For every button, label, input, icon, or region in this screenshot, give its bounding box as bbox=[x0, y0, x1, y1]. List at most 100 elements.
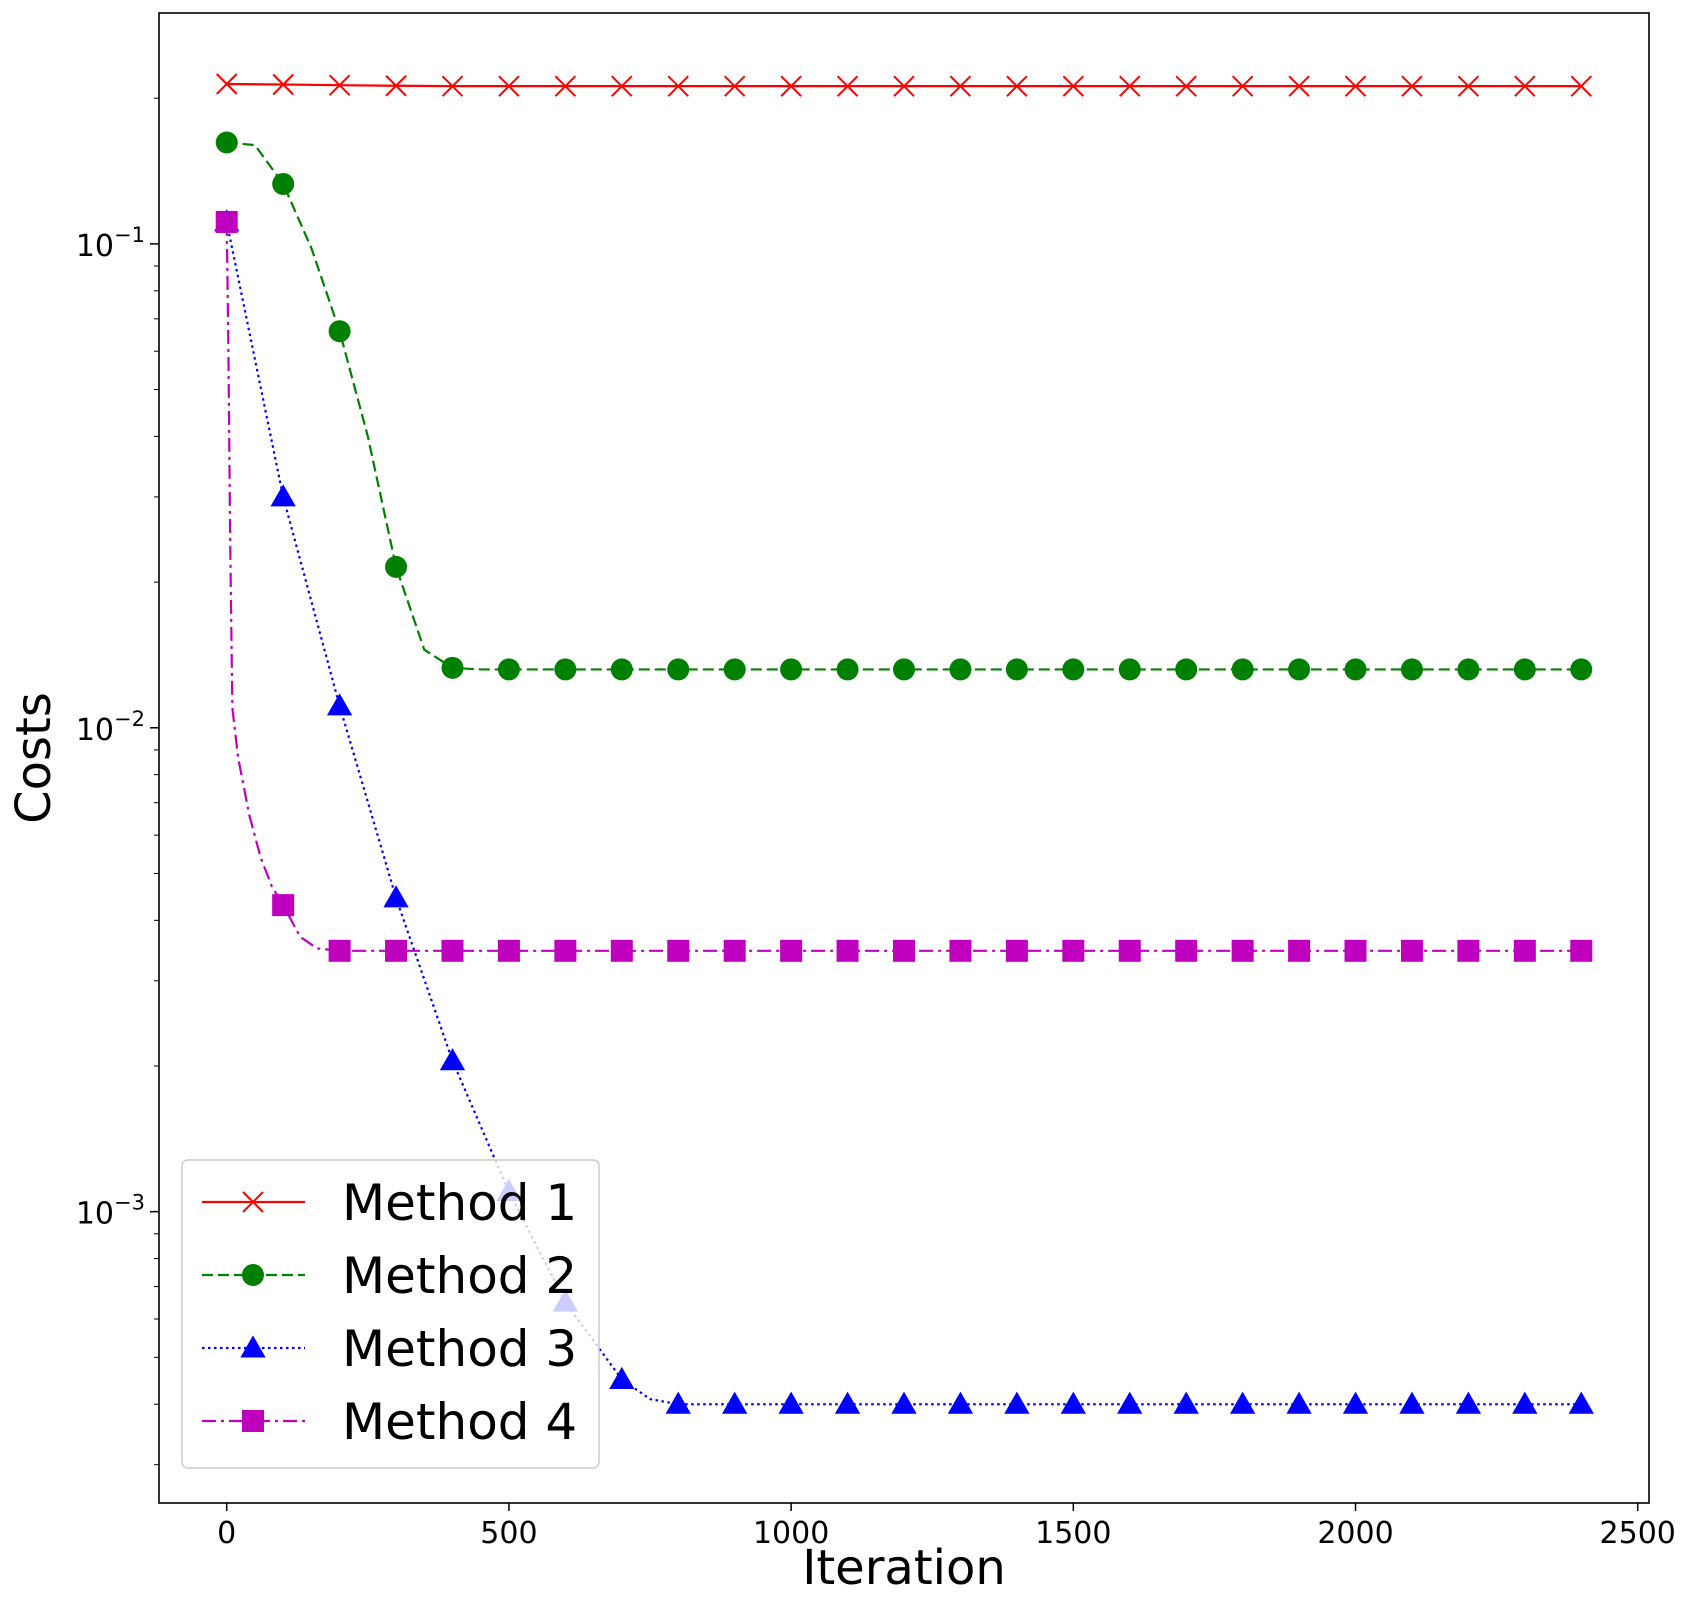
marker-x-stroke bbox=[242, 1191, 264, 1213]
data-point bbox=[1344, 658, 1367, 681]
data-point bbox=[611, 75, 633, 97]
data-point bbox=[1117, 1391, 1143, 1414]
data-point bbox=[1288, 75, 1310, 97]
legend-marker bbox=[242, 1264, 264, 1286]
marker-x-stroke bbox=[723, 75, 746, 97]
legend-marker bbox=[242, 1191, 264, 1213]
data-point bbox=[1401, 75, 1423, 97]
data-point bbox=[667, 75, 689, 97]
marker-x-stroke bbox=[780, 75, 802, 97]
marker-x-stroke bbox=[272, 73, 294, 96]
data-point bbox=[667, 658, 690, 681]
marker-x-stroke bbox=[1062, 75, 1085, 97]
marker-x-stroke bbox=[216, 73, 238, 95]
marker-x-stroke bbox=[611, 75, 633, 97]
data-point bbox=[385, 555, 408, 578]
data-point bbox=[1513, 939, 1536, 962]
data-point bbox=[893, 75, 915, 97]
legend-label: Method 3 bbox=[342, 1320, 577, 1378]
data-point bbox=[326, 693, 353, 716]
data-point bbox=[385, 75, 407, 97]
marker-x-stroke bbox=[1119, 75, 1141, 97]
x-tick-label: 1000 bbox=[753, 1516, 829, 1551]
legend-marker bbox=[240, 1335, 266, 1358]
data-point bbox=[1175, 75, 1197, 97]
legend-label: Method 1 bbox=[342, 1174, 577, 1232]
data-point bbox=[1568, 1391, 1594, 1414]
data-point bbox=[1288, 939, 1311, 962]
data-point bbox=[1060, 1391, 1086, 1414]
marker-x-stroke bbox=[498, 75, 520, 97]
data-point bbox=[272, 894, 295, 917]
data-point bbox=[328, 939, 351, 962]
data-point bbox=[780, 658, 803, 681]
legend-item-3: Method 3 bbox=[202, 1320, 577, 1378]
y-tick-label: 10−3 bbox=[76, 1191, 145, 1232]
data-point bbox=[723, 939, 746, 962]
data-point bbox=[1400, 658, 1423, 681]
data-point bbox=[1118, 658, 1141, 681]
data-point bbox=[272, 73, 294, 96]
data-point bbox=[1173, 1391, 1199, 1414]
legend-box bbox=[181, 1159, 600, 1469]
data-point bbox=[949, 939, 972, 962]
series-2 bbox=[215, 131, 1593, 681]
x-tick-label: 500 bbox=[480, 1516, 537, 1551]
data-point bbox=[328, 74, 351, 96]
series-line bbox=[226, 141, 1582, 671]
data-point bbox=[554, 939, 577, 962]
legend-item-2: Method 2 bbox=[202, 1247, 577, 1305]
data-point bbox=[383, 885, 409, 908]
marker-x-stroke bbox=[1006, 75, 1028, 97]
data-point bbox=[385, 939, 408, 962]
data-point bbox=[1004, 1391, 1030, 1414]
data-point bbox=[610, 939, 633, 962]
data-point bbox=[1344, 75, 1367, 97]
marker-x-stroke bbox=[836, 75, 859, 97]
marker-x-stroke bbox=[949, 75, 972, 97]
data-point bbox=[441, 656, 464, 679]
marker-x-stroke bbox=[1344, 75, 1367, 97]
data-point bbox=[1344, 939, 1367, 962]
data-point bbox=[1513, 658, 1536, 681]
legend-label: Method 2 bbox=[342, 1247, 577, 1305]
data-point bbox=[665, 1391, 691, 1414]
data-point bbox=[723, 75, 746, 97]
series-4 bbox=[215, 210, 1593, 962]
data-point bbox=[1005, 658, 1028, 681]
data-point bbox=[949, 75, 972, 97]
data-point bbox=[949, 658, 972, 681]
data-point bbox=[1175, 939, 1198, 962]
data-point bbox=[1175, 658, 1198, 681]
marker-x-stroke bbox=[1570, 75, 1592, 97]
data-point bbox=[667, 939, 690, 962]
data-point bbox=[778, 1391, 804, 1414]
data-point bbox=[1062, 75, 1085, 97]
data-point bbox=[891, 1391, 917, 1414]
marker-x-stroke bbox=[385, 75, 407, 97]
data-point bbox=[1457, 658, 1480, 681]
data-point bbox=[270, 484, 296, 507]
data-point bbox=[947, 1391, 974, 1414]
legend-item-1: Method 1 bbox=[202, 1174, 577, 1232]
data-point bbox=[1288, 658, 1311, 681]
marker-x-stroke bbox=[667, 75, 689, 97]
data-point bbox=[497, 939, 520, 962]
y-tick-label: 10−2 bbox=[76, 707, 145, 748]
marker-x-stroke bbox=[1231, 75, 1254, 97]
x-tick-label: 0 bbox=[217, 1516, 236, 1551]
data-point bbox=[441, 939, 464, 962]
data-point bbox=[723, 658, 746, 681]
series-line bbox=[226, 82, 1582, 88]
marker-x-stroke bbox=[893, 75, 915, 97]
data-point bbox=[722, 1391, 748, 1414]
legend-marker bbox=[242, 1410, 264, 1432]
data-point bbox=[1399, 1391, 1425, 1414]
data-point bbox=[1231, 939, 1254, 962]
data-point bbox=[1455, 1391, 1482, 1414]
data-point bbox=[1286, 1391, 1312, 1414]
data-point bbox=[215, 131, 238, 154]
data-point bbox=[216, 73, 238, 95]
plot-frame bbox=[158, 12, 1650, 1504]
data-point bbox=[1231, 75, 1254, 97]
